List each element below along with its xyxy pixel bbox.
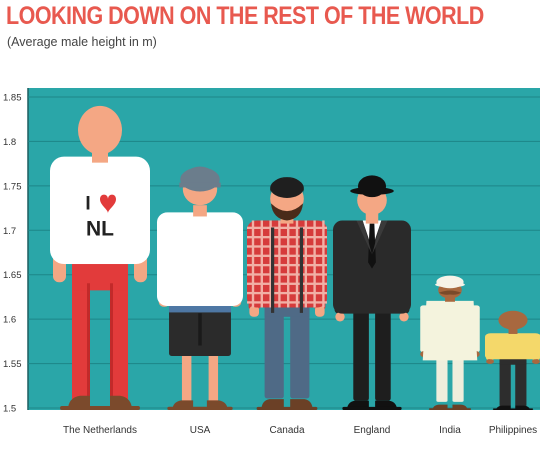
usa-man-icon <box>157 166 243 410</box>
philippines-man-icon <box>485 310 540 410</box>
y-tick-label: 1.75 <box>3 181 22 192</box>
chart-subtitle: (Average male height in m) <box>7 35 157 49</box>
india-man-icon <box>420 275 480 411</box>
canada-man-icon <box>247 176 327 410</box>
england-man-icon <box>333 175 411 410</box>
heart-icon <box>100 194 116 214</box>
shirt-text-nl: NL <box>86 218 114 241</box>
x-category-label: Canada <box>269 425 304 436</box>
x-category-labels: The Netherlands USA Canada England India Phil… <box>63 425 537 436</box>
shirt-text-i: I <box>85 193 90 214</box>
x-category-label: USA <box>190 425 211 436</box>
x-category-label: England <box>354 425 391 436</box>
chart-title: LOOKING DOWN ON THE REST OF THE WORLD <box>6 2 484 30</box>
y-tick-label: 1.7 <box>3 226 16 237</box>
y-tick-label: 1.85 <box>3 93 22 104</box>
y-tick-label: 1.55 <box>3 359 22 370</box>
x-category-label: The Netherlands <box>63 425 137 436</box>
x-category-label: Philippines <box>489 425 537 436</box>
y-tick-label: 1.6 <box>3 315 16 326</box>
y-tick-label: 1.65 <box>3 270 22 281</box>
y-tick-label: 1.5 <box>3 404 16 415</box>
figures: I NL <box>50 105 540 411</box>
netherlands-man-icon: I NL <box>50 105 150 410</box>
y-tick-label: 1.8 <box>3 137 16 148</box>
y-tick-labels: 1.85 1.8 1.75 1.7 1.65 1.6 1.55 1.5 <box>3 93 22 415</box>
x-category-label: India <box>439 425 461 436</box>
